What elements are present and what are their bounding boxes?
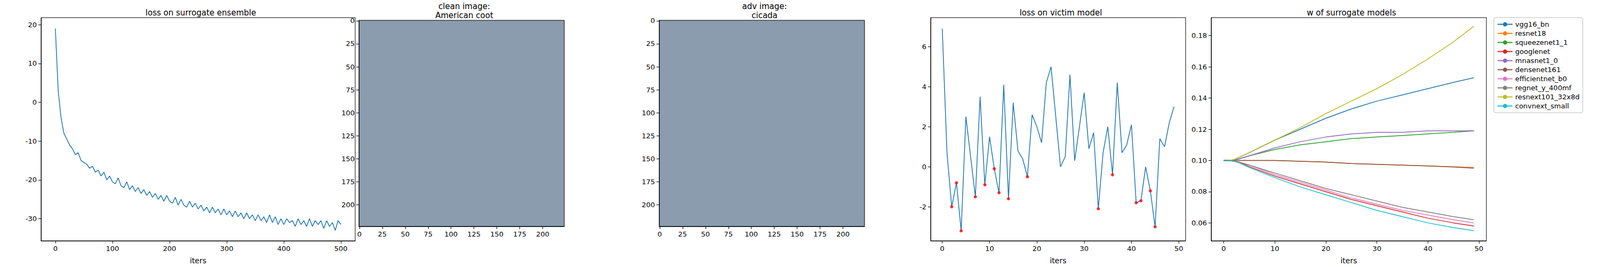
svg-text:40: 40 (1423, 244, 1433, 253)
svg-text:25: 25 (645, 39, 655, 48)
svg-text:loss on victim model: loss on victim model (1019, 8, 1103, 18)
svg-text:w of surrogate models: w of surrogate models (1306, 8, 1397, 18)
svg-text:-20: -20 (25, 175, 37, 184)
svg-text:mnasnet1_0: mnasnet1_0 (1515, 56, 1558, 65)
svg-text:100: 100 (444, 229, 458, 238)
svg-text:iters: iters (1340, 256, 1357, 265)
svg-text:50: 50 (345, 62, 355, 71)
svg-text:30: 30 (1372, 244, 1382, 253)
svg-text:50: 50 (645, 62, 655, 71)
svg-text:100: 100 (744, 229, 758, 238)
svg-text:100: 100 (341, 108, 355, 117)
svg-text:-2: -2 (919, 202, 927, 211)
svg-text:efficientnet_b0: efficientnet_b0 (1515, 74, 1567, 83)
svg-text:10: 10 (1270, 244, 1280, 253)
svg-text:0.06: 0.06 (1191, 218, 1207, 227)
svg-text:20: 20 (1032, 244, 1042, 253)
svg-text:American coot: American coot (435, 10, 494, 21)
svg-text:4: 4 (922, 82, 927, 91)
svg-text:175: 175 (341, 177, 355, 186)
svg-text:20: 20 (27, 20, 37, 29)
svg-text:75: 75 (645, 85, 655, 94)
svg-text:cicada: cicada (751, 10, 778, 21)
svg-text:125: 125 (341, 131, 355, 140)
svg-text:100: 100 (105, 244, 119, 253)
svg-text:50: 50 (1474, 244, 1484, 253)
svg-text:150: 150 (490, 229, 504, 238)
svg-text:0: 0 (922, 162, 927, 171)
svg-text:adv image:: adv image: (741, 1, 787, 12)
svg-text:2: 2 (922, 122, 927, 131)
svg-text:0.10: 0.10 (1191, 156, 1207, 165)
svg-text:175: 175 (641, 177, 655, 186)
svg-text:75: 75 (345, 85, 355, 94)
svg-text:iters: iters (1049, 256, 1067, 265)
svg-text:200: 200 (836, 229, 850, 238)
svg-text:75: 75 (423, 229, 433, 238)
svg-text:300: 300 (220, 244, 234, 253)
svg-text:30: 30 (1080, 244, 1090, 253)
svg-text:200: 200 (341, 200, 355, 209)
svg-text:regnet_y_400mf: regnet_y_400mf (1515, 83, 1572, 92)
svg-text:resnet18: resnet18 (1515, 29, 1547, 38)
svg-text:resnext101_32x8d: resnext101_32x8d (1515, 92, 1580, 101)
svg-text:0.12: 0.12 (1191, 125, 1207, 134)
svg-text:loss on surrogate ensemble: loss on surrogate ensemble (145, 8, 256, 18)
svg-text:20: 20 (1321, 244, 1331, 253)
svg-text:200: 200 (641, 200, 655, 209)
svg-text:175: 175 (813, 229, 827, 238)
svg-text:vgg16_bn: vgg16_bn (1515, 20, 1550, 29)
svg-text:200: 200 (163, 244, 177, 253)
svg-text:clean image:: clean image: (438, 1, 491, 12)
svg-text:0.16: 0.16 (1191, 62, 1207, 71)
svg-text:25: 25 (345, 39, 355, 48)
svg-text:0.18: 0.18 (1191, 31, 1207, 40)
svg-text:150: 150 (641, 154, 655, 163)
svg-text:0: 0 (357, 229, 362, 238)
svg-text:40: 40 (1126, 244, 1136, 253)
svg-text:googlenet: googlenet (1515, 47, 1550, 56)
svg-text:400: 400 (277, 244, 291, 253)
svg-text:0: 0 (657, 229, 662, 238)
svg-text:500: 500 (334, 244, 348, 253)
svg-text:-10: -10 (25, 137, 37, 146)
svg-text:10: 10 (27, 59, 37, 68)
svg-text:25: 25 (378, 229, 388, 238)
svg-text:125: 125 (467, 229, 481, 238)
svg-text:50: 50 (401, 229, 411, 238)
svg-text:0.14: 0.14 (1191, 93, 1207, 102)
svg-text:convnext_small: convnext_small (1515, 101, 1570, 110)
svg-text:150: 150 (341, 154, 355, 163)
svg-text:50: 50 (1174, 244, 1184, 253)
svg-text:0: 0 (940, 244, 945, 253)
svg-text:125: 125 (767, 229, 781, 238)
svg-text:175: 175 (513, 229, 527, 238)
svg-text:100: 100 (641, 108, 655, 117)
svg-text:-30: -30 (25, 214, 37, 223)
svg-text:iters: iters (189, 256, 207, 265)
svg-text:10: 10 (985, 244, 995, 253)
svg-text:densenet161: densenet161 (1515, 65, 1561, 74)
svg-text:0: 0 (32, 98, 37, 107)
svg-text:0: 0 (1221, 244, 1226, 253)
svg-text:50: 50 (701, 229, 711, 238)
svg-text:75: 75 (723, 229, 733, 238)
svg-text:25: 25 (678, 229, 688, 238)
svg-text:0: 0 (650, 16, 655, 25)
svg-text:6: 6 (922, 42, 927, 51)
svg-text:0: 0 (350, 16, 355, 25)
svg-text:150: 150 (790, 229, 804, 238)
svg-text:0: 0 (53, 244, 58, 253)
svg-text:200: 200 (536, 229, 550, 238)
svg-text:125: 125 (641, 131, 655, 140)
svg-text:squeezenet1_1: squeezenet1_1 (1515, 38, 1568, 47)
svg-text:0.08: 0.08 (1191, 187, 1207, 196)
